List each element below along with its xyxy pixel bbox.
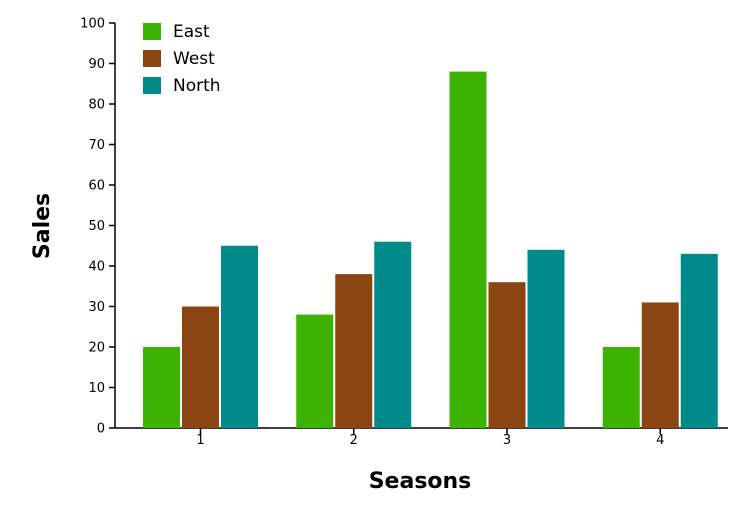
y-tick-label: 60 [88, 179, 105, 194]
bar-west-4 [641, 302, 679, 428]
legend-swatch-east [143, 23, 161, 40]
x-axis: 1 2 3 4 [115, 427, 728, 448]
bar-west-3 [488, 282, 526, 428]
legend: East West North [143, 22, 221, 96]
bar-west-1 [182, 306, 219, 428]
y-tick-label: 50 [88, 219, 105, 234]
bar-west-2 [335, 274, 373, 428]
y-tick-label: 70 [88, 138, 105, 153]
legend-swatch-west [143, 50, 161, 67]
bar-north-1 [221, 245, 258, 428]
x-tick-label: 4 [656, 433, 664, 448]
y-tick-label: 100 [80, 17, 105, 32]
y-axis: 0 10 20 30 40 50 60 70 80 90 100 [80, 17, 116, 437]
bars [143, 71, 718, 428]
y-axis-title: Sales [30, 193, 55, 259]
legend-label-east: East [173, 22, 210, 42]
y-tick-label: 0 [97, 422, 105, 437]
x-tick-label: 3 [503, 433, 511, 448]
bar-east-3 [449, 71, 487, 428]
legend-label-west: West [173, 49, 215, 69]
x-axis-title: Seasons [369, 469, 472, 494]
y-tick-label: 30 [88, 300, 105, 315]
x-tick-label: 1 [196, 433, 204, 448]
legend-swatch-north [143, 77, 161, 94]
y-tick-label: 20 [88, 341, 105, 356]
bar-east-4 [602, 347, 640, 428]
y-tick-label: 40 [88, 260, 105, 275]
x-tick-label: 2 [350, 433, 358, 448]
bar-north-3 [527, 249, 565, 428]
bar-north-2 [374, 241, 412, 428]
y-tick-label: 10 [88, 381, 105, 396]
bar-east-2 [296, 314, 334, 428]
y-tick-label: 80 [88, 98, 105, 113]
y-tick-label: 90 [88, 57, 105, 72]
bar-north-4 [680, 253, 718, 428]
legend-label-north: North [173, 76, 221, 96]
bar-east-1 [143, 347, 180, 428]
